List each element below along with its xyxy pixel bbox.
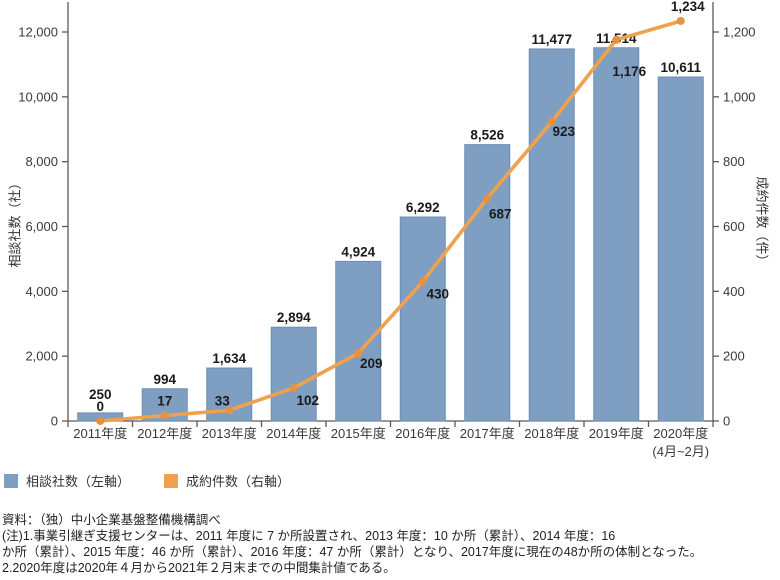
x-category-sublabel: (4月~2月) (652, 444, 709, 459)
note-line-2: か所（累計）、2015 年度：46 か所（累計）、2016 年度：47 か所（累… (2, 545, 703, 559)
legend-item-bars: 相談社数（左軸） (4, 471, 130, 490)
legend-item-line: 成約件数（右軸） (164, 471, 290, 490)
x-category-label: 2011年度 (73, 426, 127, 441)
x-category-label: 2020年度 (653, 426, 708, 441)
line-marker (676, 16, 685, 25)
bar (335, 260, 382, 422)
x-category-label: 2013年度 (202, 426, 257, 441)
line-marker (160, 411, 169, 420)
right-axis-tick-label: 600 (723, 219, 745, 234)
line-value-label: 1,234 (671, 0, 705, 14)
bar-value-label: 8,526 (470, 128, 504, 143)
line-value-label: 430 (426, 287, 449, 302)
line-marker (547, 117, 556, 126)
legend-label-bars: 相談社数（左軸） (26, 474, 131, 489)
bar-value-label: 2,894 (277, 310, 311, 325)
line-marker (418, 277, 427, 286)
bar-series-swatch-icon (4, 473, 18, 488)
bar-value-label: 1,634 (212, 351, 246, 366)
source-line: 資料：（独）中小企業基盤整備機構調べ (2, 513, 221, 527)
line-series (98, 19, 683, 423)
left-axis-tick-label: 2,000 (25, 349, 58, 364)
bar-value-label: 994 (153, 372, 176, 387)
line-marker (96, 417, 105, 425)
left-axis-tick-label: 4,000 (25, 284, 58, 299)
line-marker (612, 35, 621, 44)
right-axis-title: 成約件数（件） (754, 176, 770, 268)
x-category-label: 2014年度 (266, 426, 321, 441)
bar-value-label: 11,477 (531, 32, 572, 47)
right-axis-tick-label: 1,200 (723, 25, 756, 40)
bar (657, 76, 704, 422)
legend-label-line: 成約件数（右軸） (186, 474, 291, 489)
line-value-label: 923 (552, 124, 575, 139)
note-line-3: 2.2020年度は2020年４月から2021年２月末までの中間集計値である。 (2, 561, 396, 575)
chart-legend: 相談社数（左軸） 成約件数（右軸） (4, 471, 776, 489)
left-axis-tick-label: 12,000 (18, 25, 58, 40)
x-category-label: 2012年度 (137, 426, 192, 441)
line-value-label: 102 (296, 393, 319, 408)
left-axis-tick-label: 10,000 (18, 89, 58, 104)
chart-plot-area: 0 2,000 4,000 6,000 8,000 10,000 12,000 0 200 400… (18, 0, 756, 459)
x-category-label: 2015年度 (331, 426, 386, 441)
bar-value-label: 6,292 (406, 200, 440, 215)
line-marker (483, 194, 492, 203)
bar-value-label: 4,924 (341, 244, 375, 259)
line-marker (289, 383, 298, 392)
x-category-label: 2016年度 (395, 426, 450, 441)
right-axis-tick-label: 400 (723, 284, 745, 299)
bar (270, 326, 317, 422)
line-value-label: 687 (489, 206, 512, 221)
line-value-label: 33 (215, 393, 231, 408)
left-axis-title: 相談社数（社） (7, 176, 23, 268)
bar-value-label: 10,611 (660, 60, 701, 75)
line-value-label: 17 (157, 393, 172, 408)
line-value-label: 0 (96, 399, 104, 414)
line-marker (354, 349, 363, 358)
line-marker (225, 406, 234, 415)
bar (464, 144, 511, 422)
x-category-label: 2018年度 (524, 426, 579, 441)
right-axis-tick-label: 200 (723, 349, 745, 364)
note-line-1: (注)1.事業引継ぎ支援センターは、2011 年度に 7 か所設置され、2013… (2, 529, 616, 543)
bar-value-label: 250 (89, 387, 112, 402)
left-axis-tick-label: 6,000 (25, 219, 58, 234)
bar (528, 48, 575, 422)
line-value-label: 1,176 (612, 64, 646, 79)
chart-footnotes: 資料：（独）中小企業基盤整備機構調べ (注)1.事業引継ぎ支援センターは、201… (2, 512, 778, 576)
x-category-label: 2019年度 (589, 426, 644, 441)
line-series-swatch-icon (164, 473, 178, 488)
right-axis-tick-label: 800 (723, 154, 745, 169)
left-axis-tick-label: 8,000 (25, 154, 58, 169)
left-axis-tick-label: 0 (51, 414, 58, 429)
bar (399, 216, 446, 422)
right-axis-tick-label: 1,000 (723, 89, 756, 104)
bar (593, 47, 640, 422)
right-axis-tick-label: 0 (723, 414, 730, 429)
x-category-label: 2017年度 (460, 426, 515, 441)
line-value-label: 209 (360, 356, 383, 371)
